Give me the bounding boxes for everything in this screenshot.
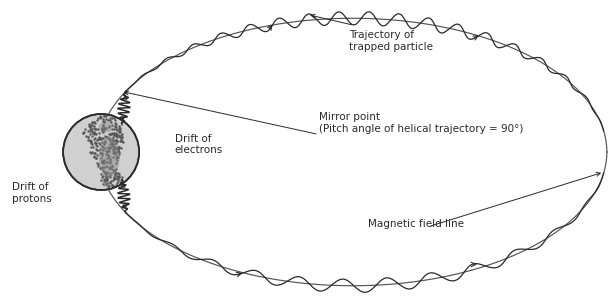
Ellipse shape xyxy=(99,122,114,132)
Text: Drift of
protons: Drift of protons xyxy=(12,182,52,204)
Text: Drift of
electrons: Drift of electrons xyxy=(175,134,223,155)
Ellipse shape xyxy=(99,136,120,178)
Text: Trajectory of
trapped particle: Trajectory of trapped particle xyxy=(349,30,433,52)
Text: Mirror point
(Pitch angle of helical trajectory = 90°): Mirror point (Pitch angle of helical tra… xyxy=(319,112,523,134)
Circle shape xyxy=(63,114,139,190)
Text: Magnetic field line: Magnetic field line xyxy=(368,219,464,229)
Ellipse shape xyxy=(103,181,110,187)
